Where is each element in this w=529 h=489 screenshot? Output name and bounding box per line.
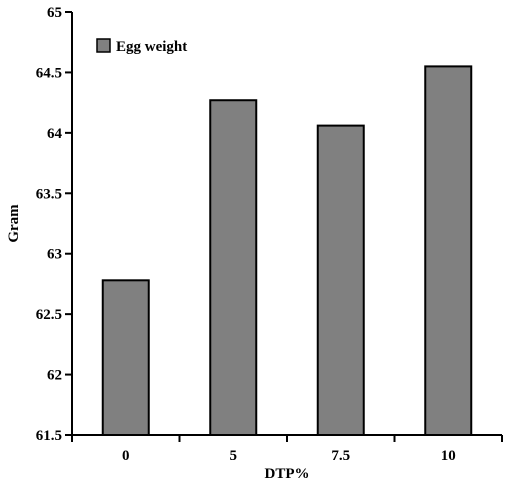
- y-tick-label: 65: [47, 5, 62, 21]
- y-tick-label: 63.5: [36, 186, 62, 202]
- y-tick-label: 64.5: [36, 65, 62, 81]
- bar-0: [101, 279, 150, 436]
- y-tick-label: 64: [47, 126, 63, 142]
- x-tick-label: 0: [122, 448, 130, 464]
- y-tick-label: 62: [47, 368, 62, 384]
- legend-label: Egg weight: [116, 39, 187, 55]
- legend: Egg weight: [96, 38, 187, 55]
- bar-10: [424, 65, 473, 436]
- x-tick-label: 5: [230, 448, 238, 464]
- legend-swatch: [96, 38, 111, 53]
- bar-7-5: [316, 124, 365, 436]
- y-tick-label: 62.5: [36, 307, 62, 323]
- bar-5: [209, 99, 258, 437]
- y-axis-title: Gram: [6, 204, 22, 243]
- y-tick-label: 61.5: [36, 428, 62, 444]
- x-tick-label: 7.5: [331, 448, 350, 464]
- x-axis-title: DTP%: [265, 466, 310, 482]
- x-axis-ticks: 0 5 7.5 10: [71, 435, 503, 464]
- y-tick-label: 63: [47, 247, 62, 263]
- x-tick-label: 10: [441, 448, 456, 464]
- bars: [101, 65, 473, 437]
- y-axis-ticks: 61.5 62 62.5 63 63.5 64 64.5 65: [36, 5, 72, 444]
